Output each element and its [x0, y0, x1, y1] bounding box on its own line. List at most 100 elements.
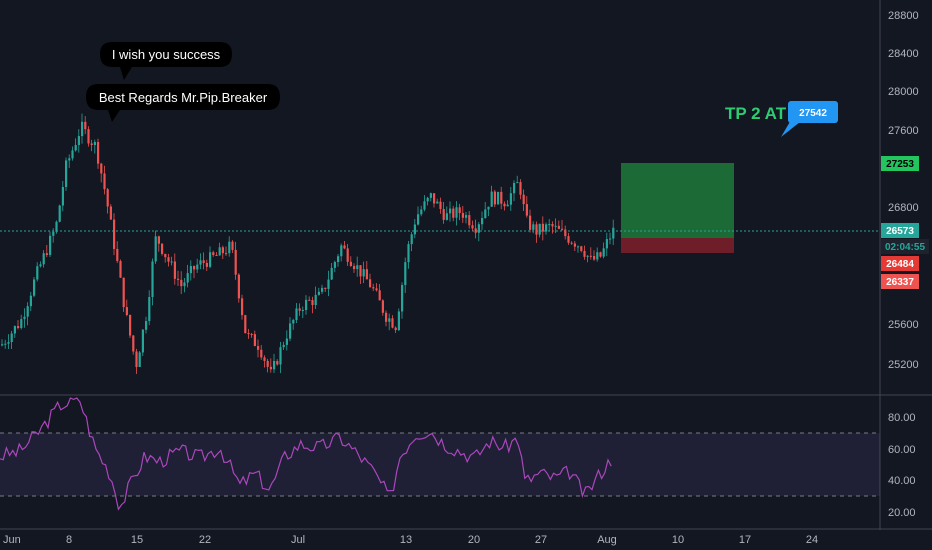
candle-body — [183, 282, 186, 287]
price-tick: 28000 — [888, 86, 919, 98]
loss-zone[interactable] — [621, 238, 734, 253]
candle-body — [497, 191, 500, 205]
candle-body — [465, 215, 468, 218]
candle-body — [106, 189, 109, 207]
time-tick: Jul — [291, 534, 305, 546]
price-tick: 28800 — [888, 10, 919, 22]
candle-body — [378, 290, 381, 301]
candle-body — [442, 208, 445, 220]
candle-body — [263, 357, 266, 361]
candle-body — [429, 193, 432, 198]
candle-body — [55, 221, 58, 232]
candle-body — [170, 261, 173, 263]
stop-price-box — [881, 274, 919, 289]
candle-body — [487, 206, 490, 210]
candle-body — [151, 261, 154, 298]
candle-body — [340, 245, 343, 257]
candle-body — [225, 253, 228, 255]
candle-body — [260, 349, 263, 358]
bubble-regards[interactable]: Best Regards Mr.Pip.Breaker — [86, 84, 280, 122]
tp-tag-pointer — [781, 120, 800, 137]
candle-body — [221, 247, 224, 254]
candle-body — [193, 266, 196, 270]
candle-body — [52, 231, 55, 236]
candle-body — [196, 264, 199, 270]
candle-body — [535, 224, 538, 235]
candle-body — [282, 344, 285, 348]
candle-body — [212, 252, 215, 255]
candle-body — [580, 246, 583, 251]
candle-body — [407, 244, 410, 263]
candle-body — [369, 279, 372, 288]
candle-body — [77, 136, 80, 145]
candle-body — [513, 183, 516, 194]
candle-body — [484, 209, 487, 218]
candle-body — [314, 294, 317, 306]
candle-body — [202, 260, 205, 263]
time-tick: Aug — [597, 534, 617, 546]
candle-body — [4, 343, 7, 345]
candle-body — [468, 215, 471, 226]
time-axis[interactable]: Jun 8 15 22 Jul 13 20 27 Aug 10 17 24 — [3, 534, 818, 546]
candle-body — [61, 187, 64, 206]
candle-body — [129, 314, 132, 336]
candle-body — [349, 261, 352, 266]
time-tick: 13 — [400, 534, 412, 546]
candle-body — [113, 219, 116, 249]
candle-body — [100, 163, 103, 174]
candle-body — [385, 312, 388, 322]
candle-body — [481, 217, 484, 225]
candle-body — [449, 208, 452, 214]
candle-body — [135, 351, 138, 367]
candle-body — [330, 267, 333, 280]
candle-body — [321, 287, 324, 292]
candle-body — [333, 262, 336, 268]
candle-body — [545, 224, 548, 232]
candle-body — [445, 213, 448, 220]
candle-body — [247, 333, 250, 335]
tp-tag[interactable]: 27542 — [781, 101, 838, 137]
current-price-text: 26573 — [886, 226, 914, 237]
candle-body — [506, 204, 509, 207]
candle-body — [417, 214, 420, 225]
time-tick: 24 — [806, 534, 818, 546]
time-tick: 10 — [672, 534, 684, 546]
time-tick: Jun — [3, 534, 21, 546]
candle-body — [324, 287, 327, 289]
time-tick: 17 — [739, 534, 751, 546]
time-tick: 27 — [535, 534, 547, 546]
countdown-label: 02:04:55 — [881, 239, 929, 254]
candle-body — [218, 247, 221, 256]
candle-body — [423, 201, 426, 210]
candle-body — [567, 236, 570, 243]
candle-body — [343, 245, 346, 249]
stop-price-label: 26337 — [881, 274, 919, 289]
candle-body — [273, 361, 276, 370]
price-tick: 25600 — [888, 319, 919, 331]
candle-body — [455, 207, 458, 218]
candle-body — [74, 144, 77, 151]
current-price-box — [881, 223, 919, 238]
candle-body — [231, 241, 234, 250]
candle-body — [564, 229, 567, 237]
candle-body — [413, 224, 416, 235]
rsi-tick: 80.00 — [888, 412, 916, 424]
candle-body — [7, 342, 10, 344]
candle-body — [573, 243, 576, 247]
bubble-success[interactable]: I wish you success — [100, 42, 232, 80]
price-tick: 25200 — [888, 359, 919, 371]
rsi-axis[interactable]: 80.00 60.00 40.00 20.00 — [888, 412, 916, 519]
candle-body — [477, 224, 480, 233]
candle-body — [173, 261, 176, 279]
price-axis[interactable]: 28800 28400 28000 27600 26800 25600 2520… — [888, 10, 919, 371]
candle-body — [289, 323, 292, 339]
candle-body — [317, 291, 320, 295]
candle-body — [362, 269, 365, 277]
profit-zone[interactable] — [621, 163, 734, 238]
candle-body — [49, 235, 52, 255]
candle-body — [215, 254, 218, 256]
candle-body — [23, 316, 26, 320]
candle-body — [237, 274, 240, 299]
candle-body — [577, 246, 580, 248]
